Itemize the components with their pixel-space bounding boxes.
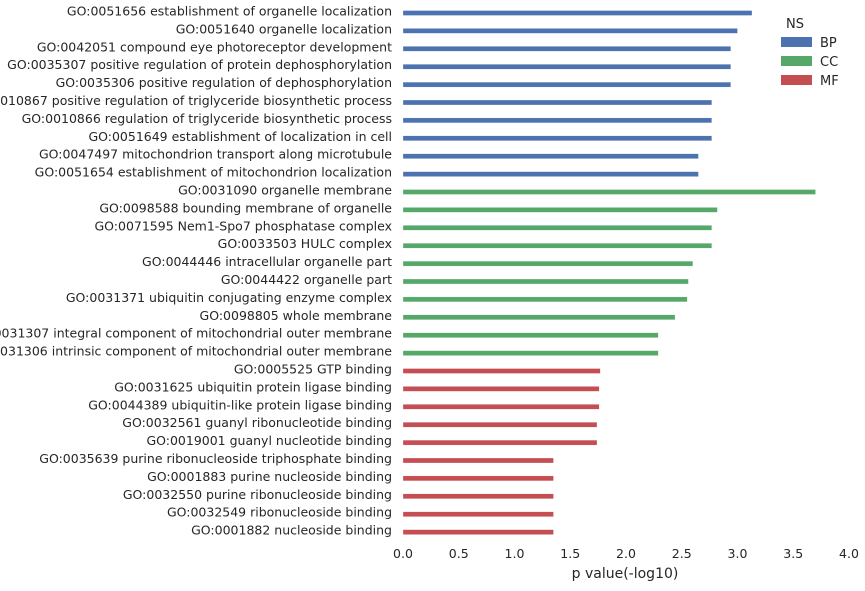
legend-swatch-mf [781,75,812,85]
bar-cc [402,225,713,231]
y-tick-label: GO:0001883 purine nucleoside binding [147,469,392,484]
bar-mf [402,422,598,428]
legend-label-mf: MF [820,74,839,89]
x-tick-label: 2.0 [616,546,636,561]
bar-bp [402,28,738,34]
bar-bp [402,64,731,70]
y-tick-label: GO:0031090 organelle membrane [178,183,392,198]
x-tick-label: 1.0 [505,546,525,561]
y-tick-label: GO:0031625 ubiquitin protein ligase bind… [114,379,392,394]
x-tick-label: 3.5 [783,546,803,561]
bar-bp [402,99,713,106]
y-tick-label: GO:0019001 guanyl nucleotide binding [146,433,392,448]
x-axis-label: p value(-log10) [572,566,679,582]
bar-mf [402,511,554,517]
bar-cc [402,243,713,249]
bar-mf [402,404,600,410]
bar-bp [402,10,753,16]
y-tick-label: GO:0032549 ribonucleoside binding [167,505,392,520]
y-tick-label: GO:0051649 establishment of localization… [88,129,392,144]
legend-swatch-bp [781,37,812,47]
legend-items: BP CC MF [781,36,839,89]
x-tick-label: 0.0 [393,546,413,561]
y-tick-label: GO:0044389 ubiquitin-like protein ligase… [88,397,392,412]
y-tick-label: GO:0010867 positive regulation of trigly… [0,93,392,108]
bar-bp [402,171,699,177]
bar-bp [402,46,731,52]
bar-mf [402,493,554,499]
x-tick-label: 2.5 [672,546,692,561]
bar-bp [402,135,713,141]
bar-mf [402,386,600,392]
x-tick-labels: 0.0 0.5 1.0 1.5 2.0 2.5 3.0 3.5 4.0 [393,546,859,561]
bar-cc [402,296,688,303]
bar-cc [402,350,659,356]
y-tick-label: GO:0031371 ubiquitin conjugating enzyme … [66,290,392,305]
x-tick-label: 4.0 [839,546,859,561]
x-tick-label: 1.5 [560,546,580,561]
y-tick-label: GO:0010866 regulation of triglyceride bi… [22,111,392,126]
bars-layer [402,10,816,535]
x-tick-label: 3.0 [728,546,748,561]
bar-mf [402,439,598,446]
y-tick-label: GO:0033503 HULC complex [218,236,392,251]
y-tick-label: GO:0035306 positive regulation of dephos… [56,75,392,90]
legend-title: NS [786,17,804,32]
x-tick-label: 0.5 [449,546,469,561]
y-tick-label: GO:0098588 bounding membrane of organell… [99,200,392,215]
y-tick-label: GO:0047497 mitochondrion transport along… [39,147,392,162]
bar-cc [402,278,689,285]
bar-cc [402,314,676,320]
y-tick-label: GO:0042051 compound eye photoreceptor de… [37,39,392,54]
y-tick-label: GO:0001882 nucleoside binding [191,523,392,538]
y-tick-label: GO:0051640 organelle localization [176,21,392,36]
y-tick-label: GO:0031307 integral component of mitocho… [0,326,392,341]
y-tick-label: GO:0032561 guanyl ribonucleotide binding [122,415,392,430]
bar-cc [402,332,659,338]
bar-cc [402,207,718,213]
legend-swatch-cc [781,56,812,66]
bar-mf [402,368,601,374]
y-tick-label: GO:0071595 Nem1-Spo7 phosphatase complex [94,218,392,233]
bar-bp [402,117,713,124]
y-tick-label: GO:0051654 establishment of mitochondrio… [35,165,392,180]
y-tick-label: GO:0031306 intrinsic component of mitoch… [0,344,392,359]
y-tick-label: GO:0098805 whole membrane [200,308,393,323]
bar-cc [402,189,816,195]
bar-mf [402,475,554,482]
y-tick-label: GO:0035639 purine ribonucleoside triphos… [39,451,392,466]
y-tick-label: GO:0005525 GTP binding [234,362,392,377]
bar-mf [402,529,554,535]
bar-bp [402,153,699,159]
bar-bp [402,81,731,88]
legend-label-cc: CC [820,55,838,70]
bar-cc [402,260,694,267]
y-tick-label: GO:0032550 purine ribonucleoside binding [123,487,392,502]
y-tick-labels: GO:0051656 establishment of organelle lo… [0,4,392,538]
y-tick-label: GO:0051656 establishment of organelle lo… [67,4,392,19]
legend: NS BP CC MF [781,17,839,89]
y-tick-label: GO:0044446 intracellular organelle part [142,254,392,269]
legend-label-bp: BP [820,36,837,51]
y-tick-label: GO:0044422 organelle part [221,272,392,287]
bar-mf [402,457,554,464]
y-tick-label: GO:0035307 positive regulation of protei… [7,57,392,72]
